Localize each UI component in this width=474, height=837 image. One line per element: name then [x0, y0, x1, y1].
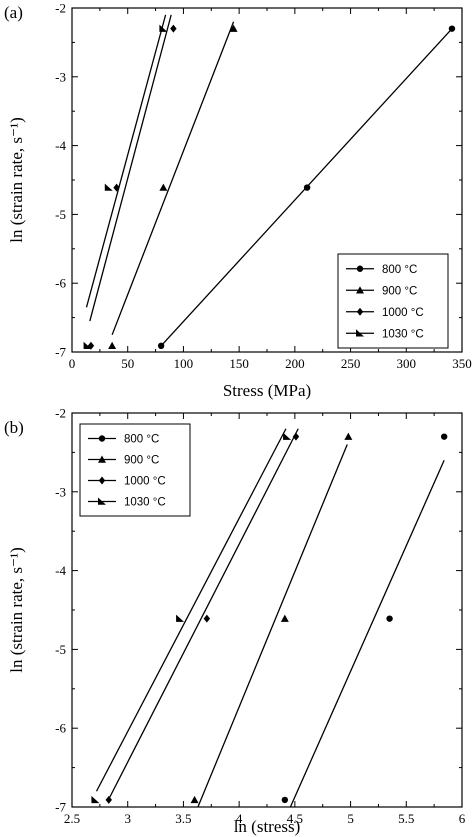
y-tick-label: -6	[55, 721, 66, 736]
x-tick-label: 150	[229, 356, 249, 371]
data-point	[104, 183, 113, 191]
legend-marker	[356, 286, 364, 294]
data-point	[303, 184, 311, 191]
fit-line	[197, 444, 348, 808]
legend-marker	[356, 265, 364, 272]
series-2	[190, 432, 353, 808]
x-tick-label: 100	[174, 356, 194, 371]
data-point	[283, 432, 292, 440]
data-point	[190, 795, 199, 804]
legend-label: 1030 °C	[382, 328, 424, 340]
fit-line	[85, 14, 167, 308]
x-tick-label: 0	[69, 356, 76, 371]
x-tick-label: 2.5	[64, 811, 80, 826]
y-tick-label: -4	[55, 563, 66, 578]
legend-label: 800 °C	[124, 434, 159, 446]
panel-b: 2.5 3 3.5 4 4.5 5 5.5 6 -7 -6 -5 -4 -3 -2 ln (stress) l…	[4, 406, 466, 837]
legend-marker	[98, 455, 106, 463]
y-axis-title: ln (strain rate, s⁻¹)	[7, 117, 26, 242]
legend-marker	[98, 497, 106, 505]
legend-marker	[356, 307, 364, 316]
legend-label: 900 °C	[124, 455, 159, 467]
legend-label: 1000 °C	[124, 476, 166, 488]
data-point	[344, 432, 353, 440]
fit-line	[108, 428, 299, 800]
series-4	[91, 428, 292, 804]
legend-label: 1000 °C	[382, 307, 424, 319]
data-point	[170, 24, 177, 33]
legend-label: 1030 °C	[124, 497, 166, 509]
data-point	[203, 614, 211, 623]
data-point	[105, 795, 112, 804]
y-tick-label: -6	[55, 276, 66, 291]
fit-line	[289, 460, 445, 808]
fit-line	[89, 14, 172, 322]
y-tick-label: -3	[55, 69, 66, 84]
x-tick-label: 6	[459, 811, 466, 826]
legend-marker	[98, 476, 106, 485]
x-axis-title: Stress (MPa)	[223, 381, 311, 400]
y-tick-label: -5	[55, 207, 66, 222]
y-tick-label: -7	[55, 345, 66, 360]
data-point	[292, 432, 300, 441]
legend-marker	[98, 435, 106, 442]
data-point	[386, 615, 393, 622]
data-point	[281, 796, 289, 804]
series-4	[83, 14, 168, 350]
y-tick-label: -2	[55, 1, 66, 16]
data-point	[157, 342, 165, 350]
x-tick-label: 4	[236, 811, 243, 826]
series-3	[105, 428, 300, 804]
series-3	[87, 14, 177, 350]
legend-label: 800 °C	[382, 264, 417, 276]
x-tick-label: 5	[347, 811, 354, 826]
y-tick-label: -4	[55, 138, 66, 153]
data-point	[83, 341, 92, 350]
fit-line	[111, 21, 235, 336]
x-tick-label: 200	[285, 356, 305, 371]
data-point	[159, 24, 168, 32]
data-point	[113, 183, 120, 192]
legend-marker	[356, 329, 364, 337]
series-1	[281, 433, 448, 808]
y-tick-label: -3	[55, 484, 66, 499]
x-tick-label: 5.5	[398, 811, 414, 826]
legend: 800 °C 900 °C 1000 °C 1030 °C	[337, 253, 449, 349]
x-tick-label: 50	[121, 356, 134, 371]
x-tick-label: 350	[452, 356, 472, 371]
data-point	[229, 24, 238, 32]
panel-label: (b)	[4, 418, 24, 437]
panel-label: (a)	[4, 3, 23, 22]
panel-a: 0 50 100 150 200 250 300 350 -7 -6 -5 -4 -3 -2 Stress …	[4, 1, 472, 401]
data-point	[159, 183, 168, 191]
y-tick-label: -5	[55, 642, 66, 657]
data-point	[91, 795, 100, 804]
x-tick-label: 3	[124, 811, 131, 826]
x-tick-label: 3.5	[175, 811, 191, 826]
fit-line	[95, 428, 287, 792]
data-point	[176, 614, 185, 622]
data-point	[280, 614, 289, 622]
x-tick-label: 4.5	[287, 811, 303, 826]
y-tick-label: -2	[55, 406, 66, 421]
y-tick-label: -7	[55, 800, 66, 815]
series-2	[108, 21, 238, 350]
data-point	[108, 341, 117, 350]
x-tick-label: 300	[397, 356, 417, 371]
x-tick-label: 250	[341, 356, 361, 371]
series-1	[157, 25, 456, 350]
legend-label: 900 °C	[382, 285, 417, 297]
legend: 800 °C 900 °C 1000 °C 1030 °C	[79, 423, 191, 517]
x-axis-title: ln (stress)	[234, 817, 301, 836]
data-point	[448, 25, 456, 32]
legend-box	[337, 253, 449, 349]
data-point	[440, 433, 448, 440]
y-axis-title: ln (strain rate, s⁻¹)	[7, 547, 26, 672]
